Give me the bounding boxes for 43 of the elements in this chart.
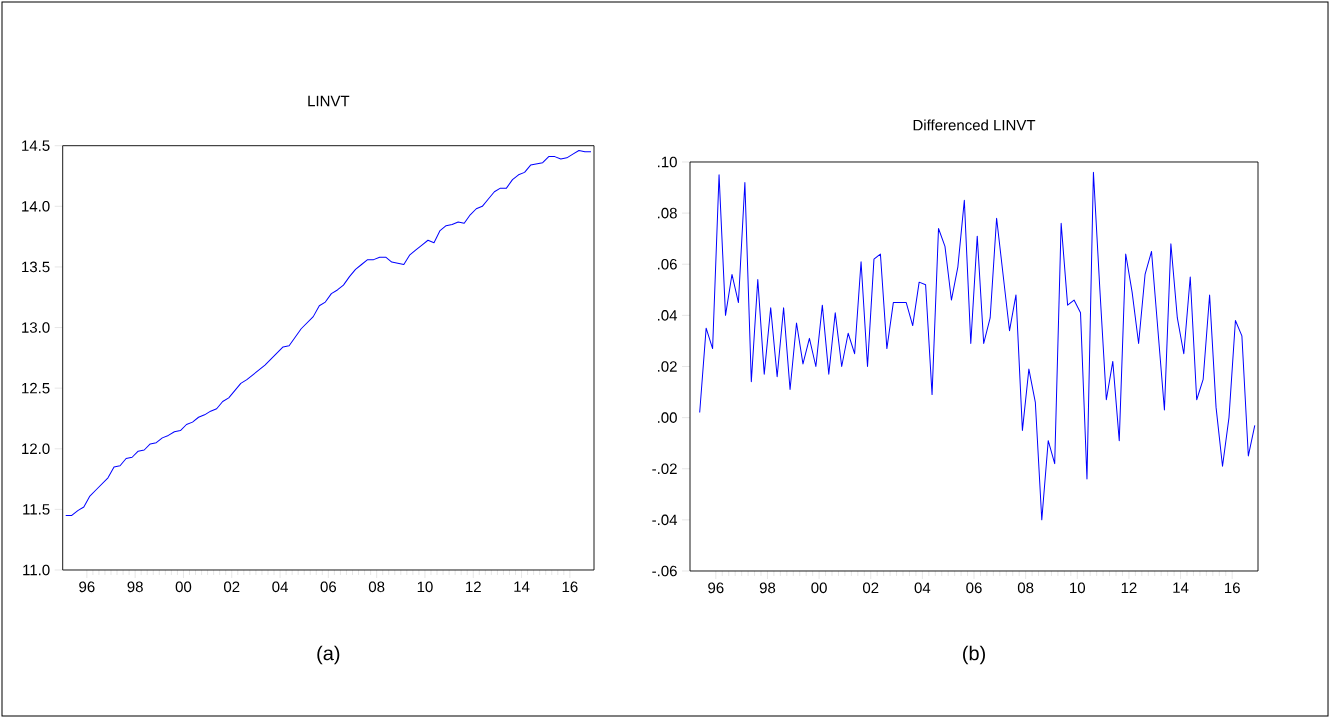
y-tick-label: 14.0 [22, 201, 50, 212]
y-tick-label: 11.0 [23, 564, 50, 576]
x-tick-label: 12 [1121, 582, 1137, 593]
y-tick-label: 13.0 [22, 322, 50, 333]
text: (b) [963, 645, 985, 665]
x-tick-label: 02 [862, 582, 879, 594]
x-tick-label: 04 [272, 581, 288, 593]
y-tick-label: -.04 [652, 514, 678, 526]
x-tick-label: 06 [320, 581, 337, 593]
y-tick-label: 13.5 [22, 261, 50, 273]
y-tick-label: 11.5 [23, 504, 50, 515]
x-tick-label: 02 [223, 581, 240, 593]
chart-title: LINVT [308, 95, 350, 107]
x-tick-label: 04 [914, 582, 931, 594]
x-tick-label: 10 [1070, 582, 1086, 594]
x-tick-label: 16 [562, 581, 578, 593]
text: (a) [317, 645, 340, 665]
x-tick-label: 08 [368, 581, 385, 593]
x-tick-label: 08 [1017, 582, 1034, 594]
x-tick-label: 98 [759, 582, 776, 594]
x-tick-label: 16 [1225, 582, 1240, 594]
chart-title: Differenced LINVT [913, 119, 1036, 131]
y-tick-label: 14.5 [22, 140, 50, 151]
y-tick-label: .10 [658, 156, 677, 168]
x-tick-label: 98 [127, 581, 143, 593]
x-tick-label: 96 [708, 582, 724, 594]
x-tick-label: 00 [811, 582, 827, 594]
y-tick-label: 12.0 [22, 443, 50, 455]
y-tick-label: 12.5 [22, 382, 50, 394]
y-tick-label: .06 [658, 258, 677, 270]
x-tick-label: 14 [1173, 582, 1189, 593]
y-tick-label: .04 [658, 310, 678, 321]
x-tick-label: 10 [417, 581, 433, 593]
x-tick-label: 12 [466, 581, 481, 593]
x-tick-label: 96 [79, 581, 95, 593]
y-tick-label: .00 [658, 412, 677, 423]
y-tick-label: -.06 [652, 565, 677, 577]
y-tick-label: -.02 [652, 463, 677, 475]
y-tick-label: .08 [658, 207, 677, 219]
x-tick-label: 00 [175, 581, 192, 593]
x-tick-label: 06 [966, 582, 982, 594]
y-tick-label: .02 [658, 361, 677, 372]
x-tick-label: 14 [514, 581, 530, 592]
